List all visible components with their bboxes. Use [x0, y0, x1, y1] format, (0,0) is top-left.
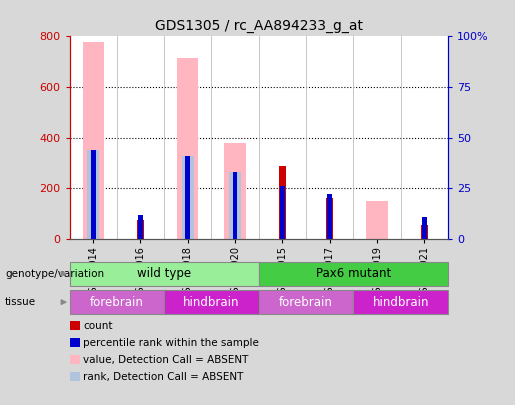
- Bar: [164, 290, 259, 314]
- Text: percentile rank within the sample: percentile rank within the sample: [83, 338, 260, 348]
- Bar: [422, 217, 427, 239]
- Text: wild type: wild type: [137, 267, 191, 280]
- Text: hindbrain: hindbrain: [372, 296, 429, 309]
- Bar: [177, 58, 198, 239]
- Text: tissue: tissue: [5, 297, 36, 307]
- Bar: [70, 338, 80, 347]
- Text: forebrain: forebrain: [90, 296, 144, 309]
- Bar: [233, 172, 237, 239]
- Bar: [326, 198, 333, 239]
- Bar: [70, 372, 80, 381]
- Text: count: count: [83, 321, 113, 331]
- Bar: [259, 290, 353, 314]
- Text: value, Detection Call = ABSENT: value, Detection Call = ABSENT: [83, 355, 249, 365]
- Text: forebrain: forebrain: [279, 296, 333, 309]
- Bar: [182, 156, 194, 239]
- Bar: [70, 262, 259, 286]
- Bar: [70, 290, 164, 314]
- Bar: [328, 194, 332, 239]
- Bar: [280, 186, 285, 239]
- Bar: [259, 262, 448, 286]
- Bar: [137, 220, 144, 239]
- Bar: [70, 355, 80, 364]
- Text: genotype/variation: genotype/variation: [5, 269, 104, 279]
- Bar: [185, 156, 190, 239]
- Bar: [91, 150, 96, 239]
- Bar: [87, 150, 99, 239]
- Bar: [225, 143, 246, 239]
- Bar: [279, 166, 286, 239]
- Text: hindbrain: hindbrain: [183, 296, 239, 309]
- Text: Pax6 mutant: Pax6 mutant: [316, 267, 391, 280]
- Bar: [138, 215, 143, 239]
- Title: GDS1305 / rc_AA894233_g_at: GDS1305 / rc_AA894233_g_at: [155, 19, 363, 33]
- Text: rank, Detection Call = ABSENT: rank, Detection Call = ABSENT: [83, 372, 244, 382]
- Bar: [82, 42, 104, 239]
- Bar: [229, 172, 241, 239]
- Bar: [70, 321, 80, 330]
- Bar: [421, 225, 428, 239]
- Bar: [353, 290, 448, 314]
- Bar: [367, 201, 388, 239]
